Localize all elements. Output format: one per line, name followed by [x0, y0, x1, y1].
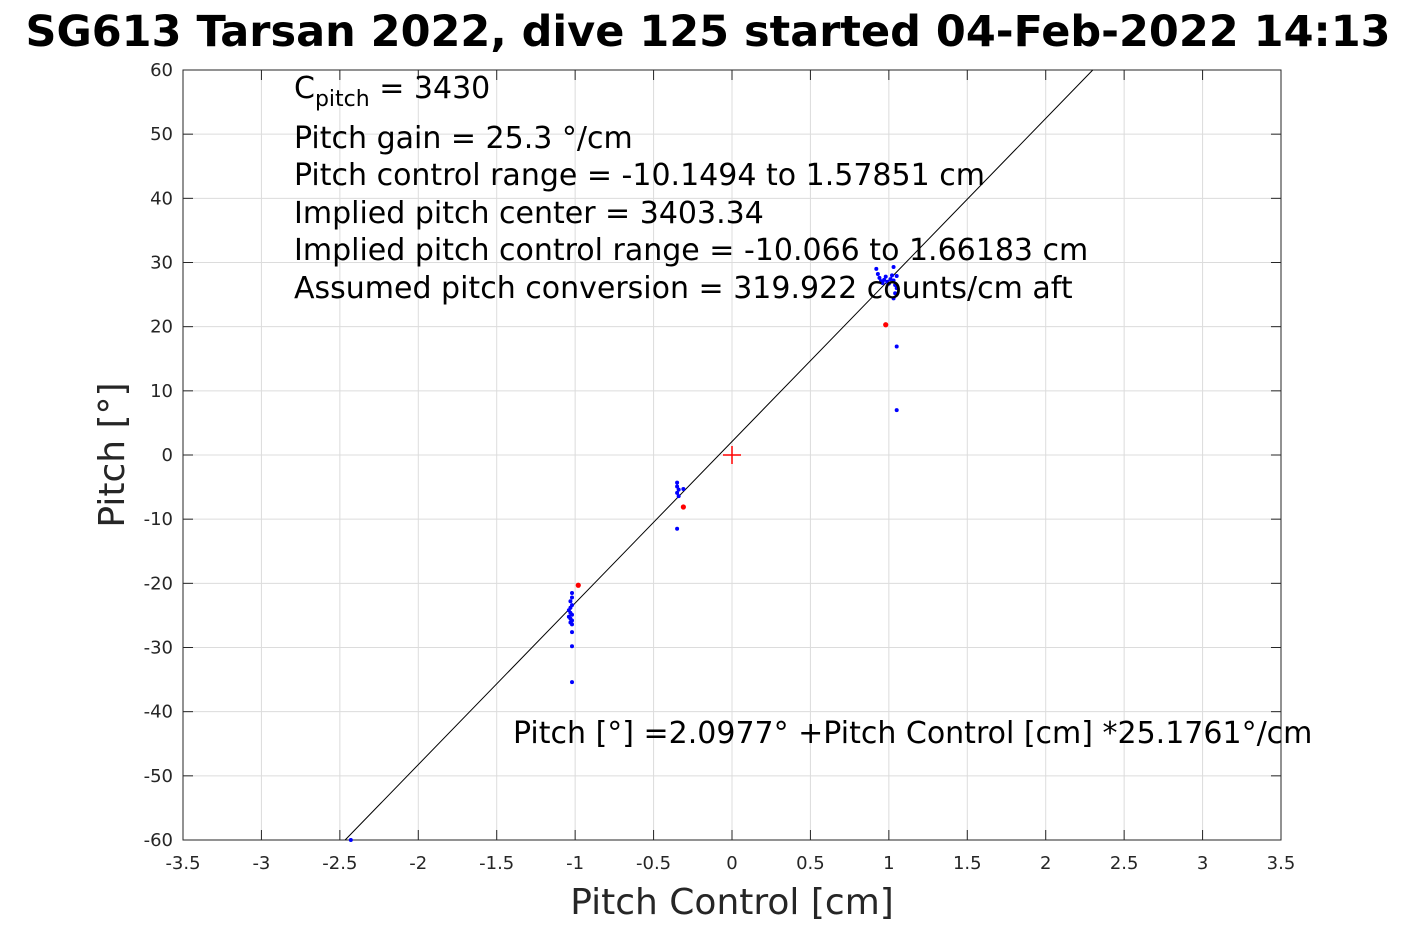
red-data-point — [680, 504, 686, 510]
blue-data-point — [681, 487, 686, 492]
fit-line-layer — [344, 69, 1094, 841]
x-tick-label: -0.5 — [636, 853, 671, 874]
chart-title: SG613 Tarsan 2022, dive 125 started 04-F… — [25, 7, 1390, 57]
x-tick-label: 0 — [726, 853, 737, 874]
blue-data-point — [888, 277, 893, 282]
x-tick-label: -3.5 — [165, 853, 200, 874]
y-tick-label: 0 — [162, 445, 173, 466]
x-tick-label: -3 — [252, 853, 270, 874]
blue-data-point — [886, 281, 891, 286]
y-tick-label: 40 — [150, 188, 173, 209]
x-tick-label: 0.5 — [796, 853, 825, 874]
annotation-c-pitch-main: C — [294, 71, 315, 106]
blue-data-point — [893, 282, 898, 287]
blue-data-point — [880, 281, 885, 286]
y-tick-label: -50 — [144, 766, 173, 787]
y-tick-label: 50 — [150, 124, 173, 145]
blue-data-point — [889, 273, 894, 278]
blue-data-point — [675, 526, 680, 531]
x-tick-label: 1.5 — [953, 853, 982, 874]
blue-data-point — [676, 494, 681, 499]
x-tick-labels: -3.5 -3 -2.5 -2 -1.5 -1 -0.5 0 0.5 1 1.5 2 2.5 3 3.5 — [165, 853, 1295, 874]
blue-data-point — [891, 264, 896, 269]
blue-data-point — [883, 274, 888, 279]
axis-ticks — [182, 69, 1282, 841]
x-axis-title: Pitch Control [cm] — [570, 882, 894, 923]
x-tick-label: 1 — [883, 853, 894, 874]
y-tick-label: 20 — [150, 317, 173, 338]
grid-lines — [183, 70, 1281, 840]
annotation-pitch-gain: Pitch gain = 25.3 °/cm — [294, 121, 633, 156]
blue-data-point — [874, 266, 879, 271]
x-tick-label: -2 — [409, 853, 427, 874]
annotation-c-pitch-value: = 3430 — [370, 71, 491, 106]
blue-data-point — [570, 612, 575, 617]
x-tick-label: 2.5 — [1110, 853, 1139, 874]
annotation-fit-equation: Pitch [°] =2.0977° +Pitch Control [cm] *… — [513, 716, 1312, 751]
x-tick-label: 3 — [1197, 853, 1208, 874]
x-tick-label: -1.5 — [479, 853, 514, 874]
x-tick-label: 2 — [1040, 853, 1051, 874]
fit-line — [344, 69, 1094, 841]
center-marker-layer — [723, 446, 741, 464]
blue-data-point — [570, 680, 575, 685]
y-tick-label: 10 — [150, 381, 173, 402]
x-tick-label: -1 — [566, 853, 584, 874]
y-tick-label: -60 — [144, 830, 173, 851]
blue-data-point — [570, 590, 575, 595]
annotation-conversion: Assumed pitch conversion = 319.922 count… — [294, 271, 1073, 306]
y-tick-labels: 60 50 40 30 20 10 0 -10 -20 -30 -40 -50 -60 — [144, 60, 173, 851]
blue-data-point — [676, 487, 681, 492]
blue-data-point — [894, 286, 899, 291]
annotation-c-pitch: Cpitch = 3430 — [294, 71, 490, 112]
blue-data-point — [570, 630, 575, 635]
blue-data-point — [894, 408, 899, 413]
red-data-point — [883, 322, 889, 328]
annotation-control-range: Pitch control range = -10.1494 to 1.5785… — [294, 158, 985, 193]
blue-data-point — [568, 599, 573, 604]
blue-data-point — [875, 272, 880, 277]
blue-data-point — [570, 644, 575, 649]
blue-data-point — [894, 273, 899, 278]
y-tick-label: -30 — [144, 638, 173, 659]
blue-data-point — [570, 595, 575, 600]
x-tick-label: 3.5 — [1267, 853, 1296, 874]
blue-data-point — [570, 622, 575, 627]
y-tick-label: -10 — [144, 509, 173, 530]
blue-data-point — [348, 838, 353, 842]
blue-data-point — [893, 291, 898, 296]
red-data-point — [575, 582, 581, 588]
annotation-implied-center: Implied pitch center = 3403.34 — [294, 196, 764, 231]
blue-data-point — [891, 278, 896, 283]
y-tick-label: -40 — [144, 702, 173, 723]
blue-data-point — [894, 344, 899, 349]
x-tick-label: -2.5 — [322, 853, 357, 874]
blue-data-point — [675, 484, 680, 489]
blue-data-point — [891, 296, 896, 301]
y-tick-label: 60 — [150, 60, 173, 81]
blue-data-point — [675, 480, 680, 485]
y-tick-label: 30 — [150, 253, 173, 274]
blue-data-point — [675, 490, 680, 495]
annotation-implied-range: Implied pitch control range = -10.066 to… — [294, 233, 1088, 268]
y-tick-label: -20 — [144, 573, 173, 594]
data-points — [348, 264, 899, 842]
y-axis-title: Pitch [°] — [92, 382, 133, 527]
blue-data-point — [877, 275, 882, 280]
blue-data-point — [882, 277, 887, 282]
annotation-c-pitch-sub: pitch — [315, 87, 370, 112]
